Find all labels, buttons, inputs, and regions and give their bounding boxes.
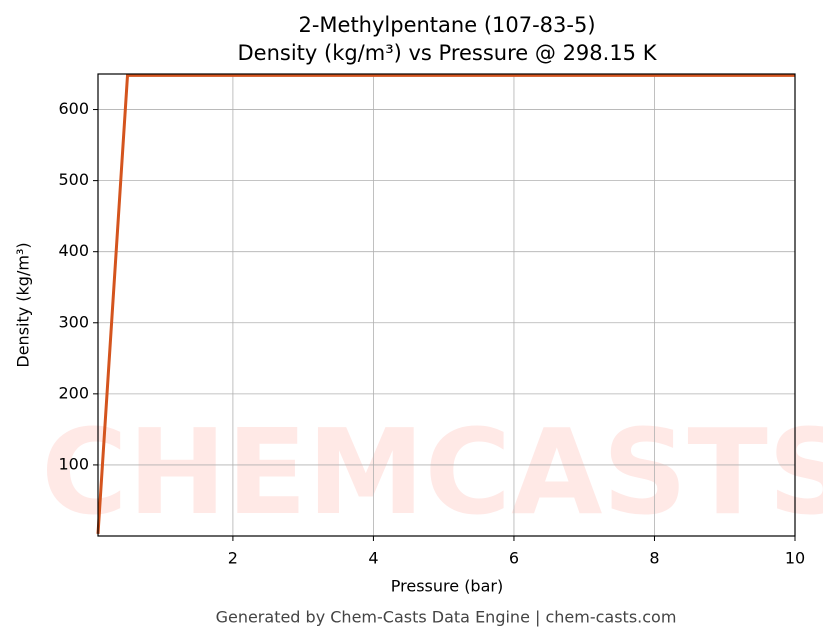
- x-axis-label: Pressure (bar): [391, 577, 503, 596]
- watermark: CHEMCASTS: [41, 403, 823, 541]
- y-tick-label: 400: [58, 241, 89, 260]
- y-tick-label: 300: [58, 312, 89, 331]
- y-tick-label: 100: [58, 454, 89, 473]
- y-tick-label: 500: [58, 170, 89, 189]
- x-tick-label: 8: [649, 549, 659, 568]
- y-axis-label: Density (kg/m³): [14, 242, 33, 367]
- footer: Generated by Chem-Casts Data Engine | ch…: [216, 608, 677, 627]
- chart-subtitle: Density (kg/m³) vs Pressure @ 298.15 K: [237, 41, 657, 65]
- y-tick-label: 600: [58, 99, 89, 118]
- x-tick-label: 2: [228, 549, 238, 568]
- plot-frame: [97, 73, 796, 537]
- data-line: [96, 73, 795, 534]
- y-tick-label: 200: [58, 383, 89, 402]
- x-tick-label: 10: [785, 549, 805, 568]
- chart-title: 2-Methylpentane (107-83-5): [298, 13, 595, 37]
- x-tick-label: 6: [509, 549, 519, 568]
- x-tick-label: 4: [368, 549, 378, 568]
